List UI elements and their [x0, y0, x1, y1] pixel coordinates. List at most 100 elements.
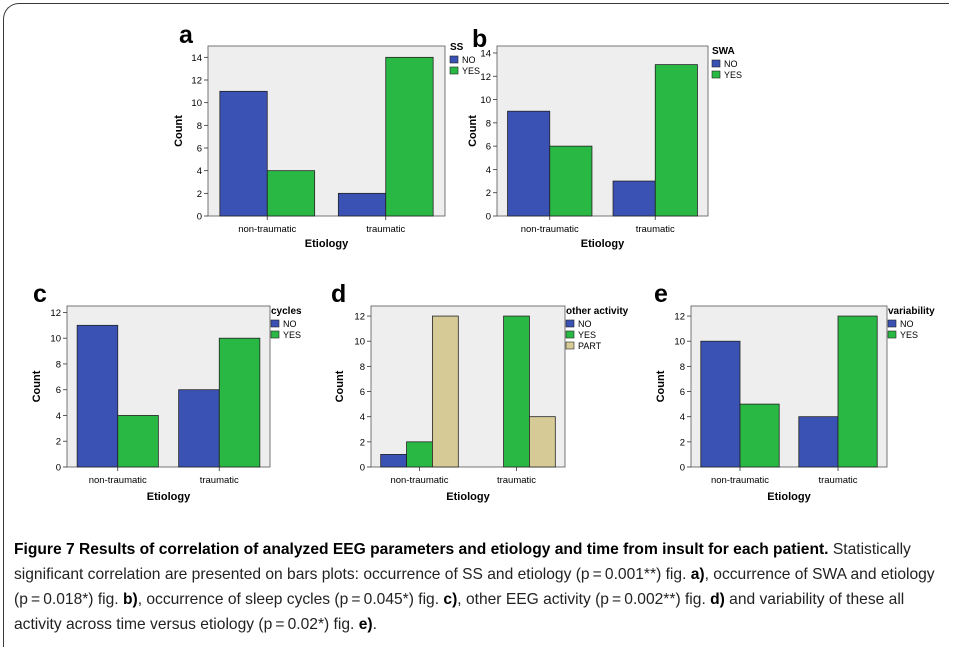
y-axis-title-c: Count [31, 370, 43, 402]
x-tick-label-a: traumatic [366, 224, 405, 235]
panel-letter-c: c [33, 280, 47, 308]
bar-c-no-0 [76, 324, 119, 468]
caption-ref-c: c) [443, 591, 458, 608]
bar-a-yes-0 [266, 170, 316, 217]
caption-body-5: and variability of these all activity ac… [14, 591, 905, 633]
panel-letter-b: b [472, 25, 487, 53]
y-tick-label-c: 10 [50, 334, 61, 345]
x-tick-label-d: non-traumatic [390, 475, 448, 486]
y-axis-title-e: Count [655, 370, 667, 402]
bar-e-yes-1 [837, 315, 878, 468]
y-tick-label-e: 2 [680, 437, 685, 448]
y-tick-label-a: 0 [197, 212, 202, 223]
y-tick-label-e: 4 [680, 412, 685, 423]
legend-title-b: SWA [712, 46, 735, 57]
legend-swatch-c-no [270, 319, 280, 328]
legend-swatch-c-yes [270, 330, 280, 339]
y-tick-label-a: 6 [197, 144, 202, 155]
caption-body-3: , occurrence of sleep cycles (p = 0.045*… [137, 591, 444, 608]
y-tick-label-c: 2 [56, 437, 61, 448]
y-axis-title-d: Count [334, 370, 346, 402]
panel-letter-e: e [654, 280, 668, 308]
legend-swatch-e-no [887, 319, 897, 328]
x-tick-label-b: non-traumatic [521, 224, 579, 235]
bar-b-no-0 [507, 110, 551, 217]
y-tick-label-b: 8 [486, 118, 491, 129]
legend-label-d-yes: YES [578, 330, 596, 340]
bar-c-yes-1 [218, 337, 261, 468]
legend-title-d: other activity [566, 306, 629, 317]
bar-d-part-0 [432, 315, 459, 468]
panel-letter-a: a [179, 21, 194, 49]
caption-body-2: , occurrence of SWA and etiology (p = 0.… [14, 566, 935, 608]
y-tick-label-e: 0 [680, 463, 685, 474]
y-tick-label-b: 14 [480, 48, 491, 59]
x-axis-title-a: Etiology [305, 238, 349, 250]
y-tick-label-d: 4 [360, 412, 365, 423]
x-axis-title-c: Etiology [147, 491, 191, 503]
y-tick-label-b: 0 [486, 212, 491, 223]
y-tick-label-d: 6 [360, 387, 365, 398]
caption-title: Figure 7 Results of correlation of analy… [14, 541, 829, 558]
x-axis-title-d: Etiology [446, 491, 490, 503]
bar-b-no-1 [612, 180, 656, 217]
y-tick-label-c: 8 [56, 359, 61, 370]
y-tick-label-b: 12 [480, 72, 491, 83]
y-axis-title-b: Count [467, 115, 479, 147]
legend-title-a: SS [450, 42, 464, 53]
y-tick-label-d: 8 [360, 362, 365, 373]
legend-label-c-no: NO [283, 319, 297, 329]
y-tick-label-e: 8 [680, 362, 685, 373]
caption-ref-d: d) [710, 591, 725, 608]
y-tick-label-b: 4 [486, 165, 491, 176]
caption-ref-a: a) [690, 566, 705, 583]
y-tick-label-d: 2 [360, 437, 365, 448]
bar-b-yes-0 [549, 145, 593, 217]
y-tick-label-a: 8 [197, 121, 202, 132]
y-tick-label-a: 4 [197, 166, 202, 177]
caption-ref-b: b) [122, 591, 138, 608]
x-tick-label-e: non-traumatic [711, 475, 769, 486]
legend-label-a-yes: YES [462, 66, 480, 76]
y-tick-label-b: 6 [486, 142, 491, 153]
panel-letter-d: d [331, 280, 346, 308]
legend-label-e-yes: YES [900, 330, 918, 340]
x-tick-label-b: traumatic [636, 224, 675, 235]
bar-e-yes-0 [739, 403, 780, 468]
bar-a-yes-1 [385, 56, 434, 217]
bar-d-yes-1 [503, 315, 530, 468]
legend-label-b-yes: YES [724, 70, 742, 80]
bar-d-no-0 [380, 454, 407, 468]
caption-body-4: , other EEG activity (p = 0.002**) fig. [457, 591, 711, 608]
y-tick-label-c: 6 [56, 385, 61, 396]
bar-d-part-1 [529, 416, 556, 468]
bar-b-yes-1 [654, 64, 698, 217]
legend-swatch-a-no [449, 55, 459, 64]
legend-label-c-yes: YES [283, 330, 301, 340]
legend-title-c: cycles [271, 306, 302, 317]
x-tick-label-e: traumatic [818, 475, 857, 486]
legend-label-d-no: NO [578, 319, 592, 329]
y-tick-label-a: 10 [191, 98, 202, 109]
legend-swatch-d-part [565, 341, 575, 350]
x-axis-title-b: Etiology [581, 238, 625, 250]
caption-ref-e: e) [358, 616, 373, 633]
legend-swatch-b-yes [711, 70, 721, 79]
caption-body-1: Statistically significant correlation ar… [14, 541, 911, 583]
legend-swatch-b-no [711, 59, 721, 68]
figure-frame [3, 3, 949, 647]
y-tick-label-c: 12 [50, 308, 61, 319]
y-tick-label-a: 14 [191, 53, 202, 64]
legend-label-a-no: NO [462, 55, 476, 65]
x-tick-label-a: non-traumatic [238, 224, 296, 235]
bar-a-no-1 [337, 192, 387, 217]
y-tick-label-c: 0 [56, 463, 61, 474]
y-tick-label-a: 2 [197, 189, 202, 200]
legend-swatch-d-no [565, 319, 575, 328]
bar-c-yes-0 [117, 415, 159, 468]
legend-title-e: variability [888, 306, 935, 317]
y-tick-label-d: 0 [360, 463, 365, 474]
y-axis-title-a: Count [173, 115, 185, 147]
bar-c-no-1 [178, 389, 220, 468]
